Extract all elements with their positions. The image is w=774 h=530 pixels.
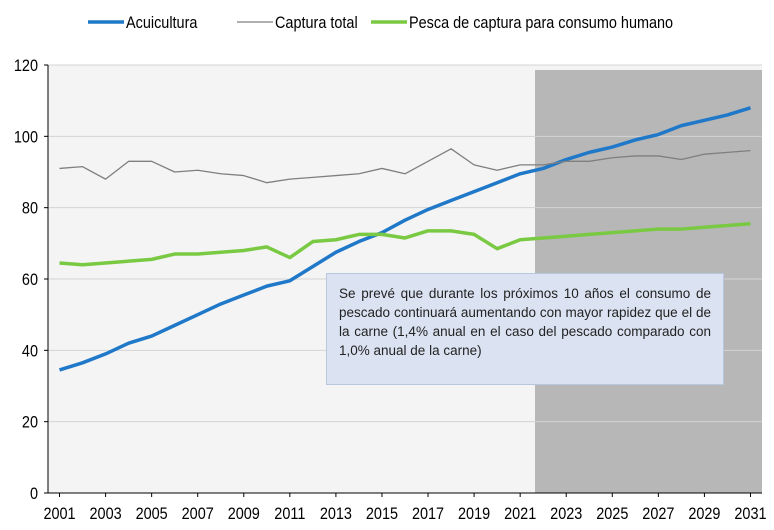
legend-label: Pesca de captura para consumo humano — [409, 14, 673, 32]
x-tick-label: 2009 — [228, 505, 260, 523]
x-tick-label: 2007 — [182, 505, 214, 523]
x-tick-label: 2025 — [596, 505, 628, 523]
x-tick-label: 2015 — [366, 505, 398, 523]
x-tick-label: 2027 — [642, 505, 674, 523]
x-tick-label: 2001 — [43, 505, 75, 523]
x-tick-label: 2017 — [412, 505, 444, 523]
y-tick-label: 100 — [14, 128, 38, 146]
x-tick-label: 2003 — [90, 505, 122, 523]
x-tick-label: 2013 — [320, 505, 352, 523]
annotation: Se prevé que durante los próximos 10 año… — [326, 273, 724, 385]
y-tick-label: 0 — [30, 485, 38, 503]
legend-label: Captura total — [275, 14, 358, 32]
x-tick-label: 2005 — [136, 505, 168, 523]
series-line — [59, 148, 751, 184]
y-tick-label: 20 — [22, 414, 38, 432]
x-tick-label: 2023 — [550, 505, 582, 523]
y-tick-label: 120 — [14, 57, 38, 75]
y-tick-label: 60 — [22, 271, 38, 289]
y-tick-label: 80 — [22, 200, 38, 218]
series-line — [58, 106, 752, 372]
y-tick-label: 40 — [22, 342, 38, 360]
legend-label: Acuicultura — [126, 14, 198, 32]
x-tick-label: 2019 — [458, 505, 490, 523]
x-tick-label: 2021 — [504, 505, 536, 523]
x-tick-label: 2011 — [274, 505, 305, 523]
x-tick-label: 2029 — [688, 505, 720, 523]
series-line — [59, 221, 751, 267]
x-tick-label: 2031 — [734, 505, 766, 523]
